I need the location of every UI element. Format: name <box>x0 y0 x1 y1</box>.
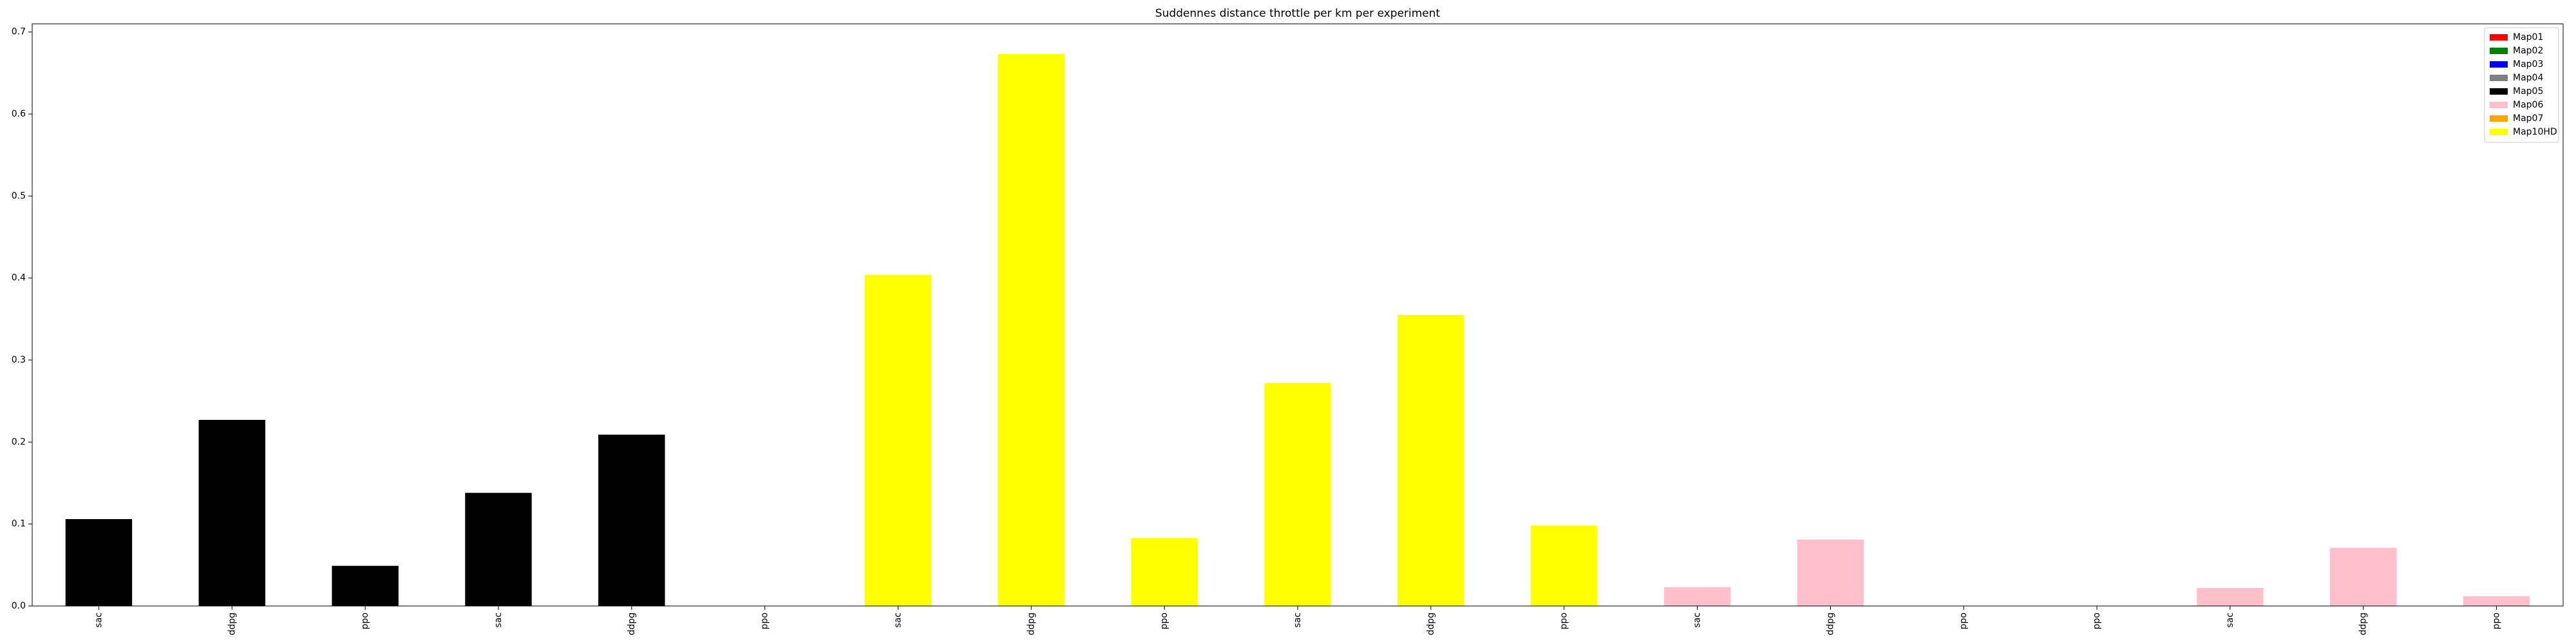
bar <box>65 519 133 606</box>
y-axis: 0.0 0.1 0.2 0.3 0.4 0.5 0.6 0.7 <box>12 27 32 611</box>
legend-label: Map02 <box>2513 46 2543 56</box>
x-tick-label: sac <box>2225 612 2235 628</box>
x-tick-label: ddpg <box>1026 612 1036 636</box>
legend-swatch <box>2490 61 2508 68</box>
y-tick-label: 0.1 <box>12 519 26 529</box>
bars-group <box>65 54 2530 606</box>
bar <box>2463 596 2530 606</box>
bar <box>1663 587 1731 606</box>
x-tick-label: ppo <box>1159 612 1170 629</box>
x-tick-label: ddpg <box>227 612 237 636</box>
x-tick-label: ppo <box>2092 612 2102 629</box>
x-tick-label: sac <box>1293 612 1303 628</box>
legend: Map01 Map02 Map03 Map04 Map05 Map06 Map07 Map10… <box>2484 27 2559 143</box>
x-tick-label: sac <box>893 612 903 628</box>
bar <box>2330 547 2397 606</box>
bar <box>332 565 399 606</box>
x-tick-label: ddpg <box>1426 612 1436 636</box>
bar <box>598 434 665 606</box>
legend-label: Map05 <box>2513 86 2543 97</box>
legend-label: Map07 <box>2513 113 2543 124</box>
x-axis: sac ddpg ppo sac ddpg ppo sac ddpg ppo sac ddpg ppo… <box>93 606 2502 636</box>
y-tick-label: 0.0 <box>12 601 26 611</box>
x-tick-label: ddpg <box>627 612 637 636</box>
legend-swatch <box>2490 88 2508 95</box>
legend-swatch <box>2490 34 2508 41</box>
legend-swatch <box>2490 48 2508 54</box>
bar <box>1797 539 1864 606</box>
x-tick-label: ppo <box>360 612 370 629</box>
legend-label: Map10HD <box>2513 127 2557 137</box>
bar <box>1530 526 1598 606</box>
x-tick-label: ppo <box>2492 612 2502 629</box>
bar <box>1131 538 1198 606</box>
legend-label: Map01 <box>2513 32 2543 43</box>
plot-frame <box>32 23 2564 607</box>
x-tick-label: ppo <box>1559 612 1569 629</box>
y-tick-label: 0.3 <box>12 355 26 365</box>
bar <box>998 54 1065 606</box>
y-tick-label: 0.6 <box>12 109 26 119</box>
legend-swatch <box>2490 75 2508 81</box>
x-tick-label: ppo <box>760 612 770 629</box>
bar <box>864 274 932 606</box>
bar <box>1397 315 1464 606</box>
bar <box>1264 383 1331 606</box>
bar <box>465 493 532 606</box>
x-tick-label: sac <box>93 612 104 628</box>
y-tick-label: 0.2 <box>12 437 26 447</box>
x-tick-label: sac <box>493 612 504 628</box>
x-tick-label: ppo <box>1958 612 1969 629</box>
bar <box>198 419 265 606</box>
chart-title: Suddennes distance throttle per km per e… <box>1155 7 1441 20</box>
x-tick-label: ddpg <box>2358 612 2369 636</box>
legend-swatch <box>2490 129 2508 135</box>
y-tick-label: 0.5 <box>12 191 26 201</box>
bar <box>2197 587 2264 606</box>
legend-box <box>2484 27 2559 143</box>
legend-label: Map04 <box>2513 73 2543 83</box>
y-tick-label: 0.4 <box>12 273 26 283</box>
x-tick-label: ddpg <box>1825 612 1835 636</box>
legend-swatch <box>2490 102 2508 108</box>
legend-label: Map03 <box>2513 59 2543 70</box>
legend-swatch <box>2490 115 2508 122</box>
y-tick-label: 0.7 <box>12 27 26 37</box>
legend-label: Map06 <box>2513 100 2543 110</box>
x-tick-label: sac <box>1692 612 1703 628</box>
